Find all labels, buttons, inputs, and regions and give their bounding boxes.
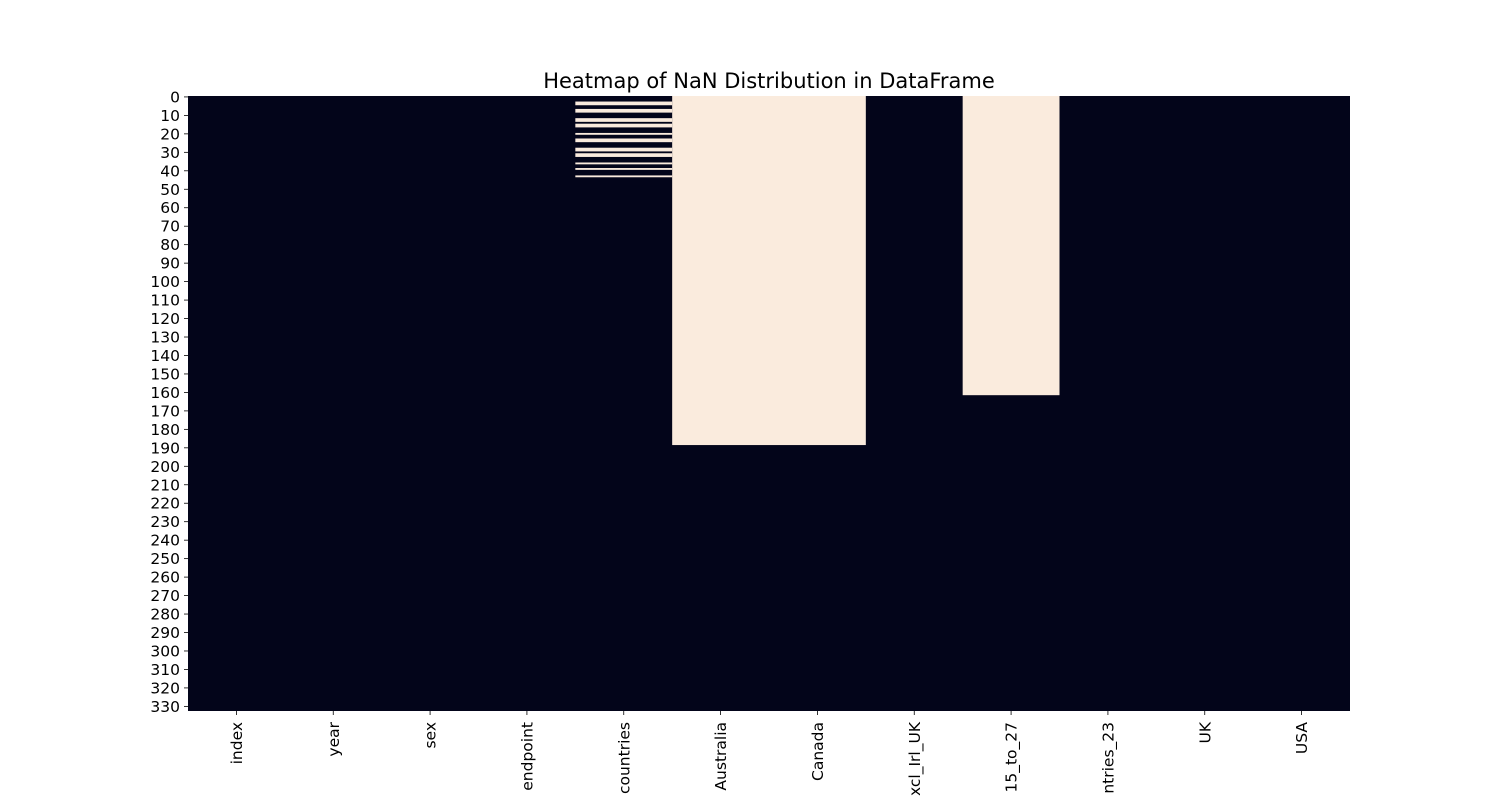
y-tick-label: 240 [150, 532, 180, 550]
x-tick-label: Canada [809, 722, 827, 781]
y-tick-label: 40 [160, 162, 180, 180]
y-tick-label: 270 [150, 587, 180, 605]
x-tick-label: index [228, 722, 246, 764]
y-tick-label: 210 [150, 476, 180, 494]
y-tick-label: 0 [170, 88, 180, 106]
y-tick-label: 110 [150, 292, 180, 310]
y-tick-label: 120 [150, 310, 180, 328]
heatmap-cell-missing [575, 123, 673, 128]
x-tick-label: countries [615, 722, 633, 794]
heatmap-cell-missing [575, 162, 673, 165]
y-tick-label: 310 [150, 661, 180, 679]
heatmap-cell-missing [575, 132, 673, 135]
y-tick-label: 220 [150, 495, 180, 513]
y-tick-label: 30 [160, 144, 180, 162]
y-tick-label: 170 [150, 402, 180, 420]
x-tick-label: endpoint [518, 722, 536, 791]
y-tick-label: 230 [150, 513, 180, 531]
y-tick-label: 50 [160, 181, 180, 199]
y-tick-label: 130 [150, 329, 180, 347]
y-tick-label: 10 [160, 107, 180, 125]
y-tick-label: 20 [160, 125, 180, 143]
heatmap-cell-missing [962, 96, 1060, 396]
y-tick-label: 160 [150, 384, 180, 402]
heatmap-cell-missing [575, 153, 673, 157]
y-tick-label: 280 [150, 606, 180, 624]
y-tick-label: 90 [160, 255, 180, 273]
x-tick-label: year [325, 721, 343, 756]
heatmap-cell-missing [575, 108, 673, 113]
y-tick-label: 320 [150, 679, 180, 697]
y-tick-label: 260 [150, 569, 180, 587]
heatmap-cell-missing [575, 175, 673, 178]
y-tick-label: 200 [150, 458, 180, 476]
x-tick-label: UK [1196, 721, 1214, 743]
plot-area [188, 96, 1350, 711]
x-axis: index year sex endpoint countries Australia Ca… [228, 711, 1311, 796]
chart-title: Heatmap of NaN Distribution in DataFrame [543, 69, 995, 93]
x-tick-label: 15_to_27 [1003, 722, 1022, 793]
heatmap-cell-missing [575, 118, 673, 122]
heatmap-cell-missing [575, 101, 673, 106]
y-tick-label: 150 [150, 365, 180, 383]
x-tick-label: xcl_Irl_UK [906, 721, 925, 796]
y-tick-label: 100 [150, 273, 180, 291]
y-tick-label: 190 [150, 439, 180, 457]
heatmap-cell-missing [575, 168, 673, 170]
y-tick-label: 330 [150, 698, 180, 716]
x-tick-label: USA [1293, 722, 1311, 754]
y-tick-label: 290 [150, 624, 180, 642]
y-tick-label: 80 [160, 236, 180, 254]
x-tick-label: Australia [712, 722, 730, 791]
y-tick-label: 70 [160, 218, 180, 236]
heatmap-cell-missing [672, 96, 769, 446]
y-axis: 0102030405060708090100110120130140150160… [150, 88, 188, 716]
y-tick-label: 180 [150, 421, 180, 439]
heatmap-cell-missing [575, 147, 673, 152]
y-tick-label: 250 [150, 550, 180, 568]
heatmap-cell-missing [575, 138, 673, 143]
heatmap-cell-missing [769, 96, 866, 446]
y-tick-label: 60 [160, 199, 180, 217]
y-tick-label: 140 [150, 347, 180, 365]
x-tick-label: ntries_23 [1099, 722, 1118, 794]
y-tick-label: 300 [150, 642, 180, 660]
x-tick-label: sex [422, 722, 440, 749]
